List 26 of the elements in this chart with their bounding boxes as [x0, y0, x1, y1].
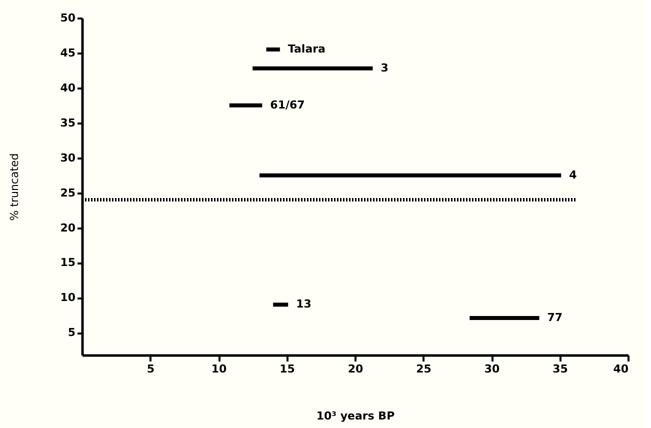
y-tick-label: 15 — [60, 256, 76, 270]
y-tick-label: 30 — [60, 151, 76, 164]
y-tick-label: 25 — [60, 186, 76, 200]
y-tick-label: 10 — [60, 291, 76, 304]
series-label: 3 — [380, 61, 388, 74]
series-label: 77 — [547, 310, 563, 324]
y-tick-label: 45 — [60, 46, 76, 60]
x-tick-label: 40 — [613, 362, 629, 376]
series-label: Talara — [288, 42, 326, 56]
series-label: 13 — [296, 298, 312, 311]
y-tick-label: 50 — [60, 12, 76, 24]
x-tick-label: 10 — [211, 362, 227, 376]
x-axis-title: 10³ years BP — [316, 410, 395, 422]
x-tick-label: 15 — [280, 362, 295, 376]
y-tick-label: 5 — [68, 326, 76, 340]
x-tick-label: 20 — [348, 362, 364, 376]
y-tick-label: 20 — [60, 221, 76, 234]
series-label: 4 — [569, 168, 578, 182]
x-tick-label: 5 — [146, 362, 155, 376]
y-axis-title: % truncated — [8, 153, 22, 221]
series-label: 61/67 — [270, 98, 305, 112]
y-tick-label: 40 — [60, 81, 76, 94]
x-tick-label: 30 — [484, 362, 500, 376]
y-tick-label: 35 — [60, 116, 76, 130]
x-tick-label: 35 — [552, 362, 568, 376]
x-tick-label: 25 — [416, 362, 432, 376]
